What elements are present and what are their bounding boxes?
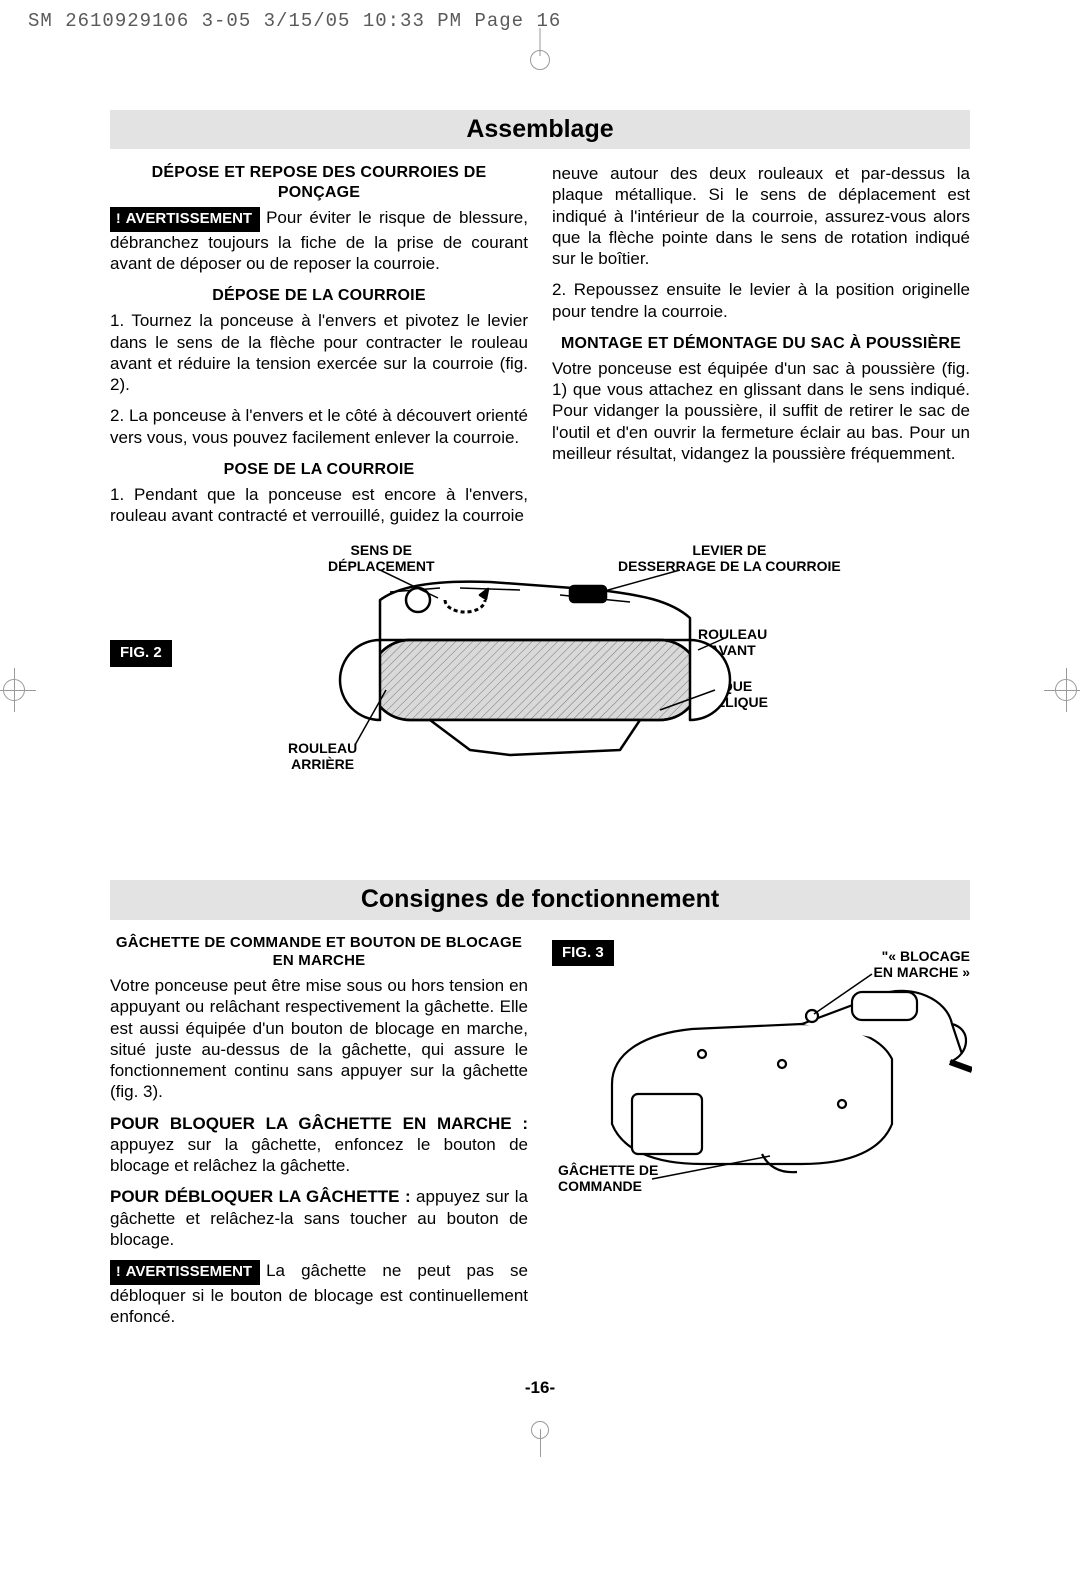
- p2-lead: POUR BLOQUER LA GÂCHETTE EN MARCHE :: [110, 1114, 528, 1133]
- warn-label-2: AVERTISSEMENT: [126, 1263, 252, 1280]
- crop-mark-right: [1044, 668, 1080, 712]
- heading-gachette: GÂCHETTE DE COMMANDE ET BOUTON DE BLOCAG…: [110, 934, 528, 972]
- depose-step-1: 1. Tournez la ponceuse à l'envers et piv…: [110, 310, 528, 395]
- warn-para-2: !AVERTISSEMENTLa gâchette ne peut pas se…: [110, 1260, 528, 1327]
- section-title-assemblage: Assemblage: [110, 110, 970, 149]
- warn-label: AVERTISSEMENT: [126, 210, 252, 227]
- fig2-badge: FIG. 2: [110, 640, 172, 667]
- fig3-illustration: [552, 944, 972, 1224]
- heading-depose: DÉPOSE DE LA COURROIE: [110, 286, 528, 306]
- crop-mark-top: [0, 28, 1080, 66]
- gachette-p3: POUR DÉBLOQUER LA GÂCHETTE : appuyez sur…: [110, 1186, 528, 1250]
- page-number: -16-: [110, 1377, 970, 1398]
- fig2-illustration: [260, 540, 820, 820]
- p3-lead: POUR DÉBLOQUER LA GÂCHETTE :: [110, 1187, 411, 1206]
- pose-step-2: 2. Repoussez ensuite le levier à la posi…: [552, 279, 970, 322]
- warn-para-1: !AVERTISSEMENTPour éviter le risque de b…: [110, 207, 528, 274]
- consignes-row: GÂCHETTE DE COMMANDE ET BOUTON DE BLOCAG…: [110, 934, 970, 1338]
- crop-mark-bottom: [0, 1409, 1080, 1457]
- heading-pose: POSE DE LA COURROIE: [110, 460, 528, 480]
- warning-badge: ! AVERTISSEMENT: [110, 207, 260, 232]
- depose-step-2: 2. La ponceuse à l'envers et le côté à d…: [110, 405, 528, 448]
- figure-2: FIG. 2 SENS DE DÉPLACEMENT LEVIER DE DES…: [110, 540, 970, 850]
- gachette-p2: POUR BLOQUER LA GÂCHETTE EN MARCHE : app…: [110, 1113, 528, 1177]
- pose-step-1-lead: 1. Pendant que la ponceuse est encore à …: [110, 484, 528, 527]
- sac-text: Votre ponceuse est équipée d'un sac à po…: [552, 358, 970, 464]
- gachette-p1: Votre ponceuse peut être mise sous ou ho…: [110, 975, 528, 1103]
- warn-triangle-icon-2: !: [116, 1263, 121, 1279]
- figure-3: FIG. 3 "« BLOCAGE EN MARCHE » GÂCHETTE D…: [552, 934, 970, 1338]
- warn-triangle-icon: !: [116, 210, 121, 226]
- crop-mark-left: [0, 668, 36, 712]
- pose-step-1-cont: neuve autour des deux rouleaux et par-de…: [552, 163, 970, 269]
- heading-depose-repose: DÉPOSE ET REPOSE DES COURROIES DE PONÇAG…: [110, 163, 528, 203]
- p2-rest: appuyez sur la gâchette, enfoncez le bou…: [110, 1135, 528, 1175]
- consignes-text: GÂCHETTE DE COMMANDE ET BOUTON DE BLOCAG…: [110, 934, 528, 1338]
- heading-sac: MONTAGE ET DÉMONTAGE DU SAC À POUSSIÈRE: [552, 334, 970, 354]
- col-right: neuve autour des deux rouleaux et par-de…: [552, 163, 970, 530]
- col-left: DÉPOSE ET REPOSE DES COURROIES DE PONÇAG…: [110, 163, 528, 530]
- section-title-consignes: Consignes de fonctionnement: [110, 880, 970, 919]
- warning-badge-2: ! AVERTISSEMENT: [110, 1260, 260, 1285]
- assemblage-columns: DÉPOSE ET REPOSE DES COURROIES DE PONÇAG…: [110, 163, 970, 530]
